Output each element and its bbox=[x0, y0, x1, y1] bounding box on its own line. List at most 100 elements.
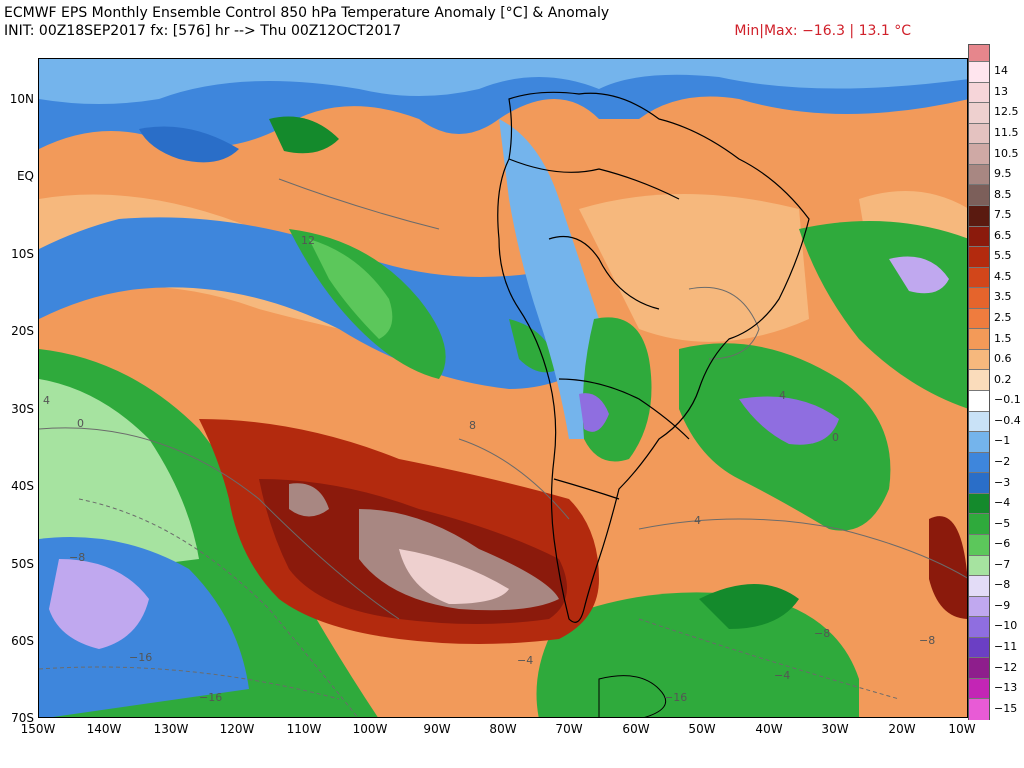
lon-label: 150W bbox=[20, 722, 56, 736]
colorbar-swatch bbox=[969, 328, 989, 350]
colorbar-swatch bbox=[969, 122, 989, 144]
colorbar-tick-label: −7 bbox=[994, 557, 1011, 571]
colorbar-swatch bbox=[969, 266, 989, 288]
contour-label: 4 bbox=[779, 389, 786, 402]
colorbar-swatch bbox=[969, 677, 989, 699]
south-america-coastline bbox=[497, 91, 810, 623]
lon-label: 60W bbox=[622, 722, 650, 736]
colorbar-swatch bbox=[969, 61, 989, 83]
lon-label: 10W bbox=[948, 722, 976, 736]
lat-label: 20S bbox=[11, 324, 34, 338]
colorbar-tick-label: −10 bbox=[994, 619, 1018, 633]
init-forecast-label: INIT: 00Z18SEP2017 fx: [576] hr --> Thu … bbox=[4, 23, 402, 39]
colorbar-tick-label: 14 bbox=[994, 64, 1008, 78]
warm-light-area-brazil bbox=[579, 194, 809, 342]
cool-dark-green-southern-ocean bbox=[699, 584, 799, 629]
colorbar-tick-label: 0.6 bbox=[994, 352, 1012, 366]
anomaly-contours bbox=[39, 178, 967, 717]
colorbar bbox=[968, 44, 990, 720]
warm-max-brown bbox=[359, 509, 559, 611]
colorbar-swatch bbox=[969, 184, 989, 206]
cool-patch bbox=[139, 126, 239, 163]
colorbar-swatch bbox=[969, 287, 989, 309]
antarctic-peninsula-coastline bbox=[598, 675, 667, 717]
colorbar-tick-label: −2 bbox=[994, 454, 1011, 468]
lat-label: 30S bbox=[11, 402, 34, 416]
colorbar-swatch bbox=[969, 102, 989, 124]
cold-core-south-atlantic bbox=[739, 396, 839, 445]
colorbar-swatch bbox=[969, 698, 989, 720]
lon-label: 40W bbox=[755, 722, 783, 736]
colorbar-tick-label: 4.5 bbox=[994, 269, 1012, 283]
colorbar-tick-label: 13 bbox=[994, 84, 1008, 98]
colorbar-swatch bbox=[969, 431, 989, 453]
colorbar-tick-label: −0.1 bbox=[994, 393, 1021, 407]
warm-max-light bbox=[399, 549, 509, 604]
colorbar-tick-label: −4 bbox=[994, 496, 1011, 510]
colorbar-tick-label: −9 bbox=[994, 598, 1011, 612]
colorbar-swatch bbox=[969, 81, 989, 103]
colorbar-swatch bbox=[969, 554, 989, 576]
cool-light-green-east-pacific bbox=[309, 239, 393, 339]
cool-green-patch bbox=[269, 116, 339, 154]
colorbar-swatch bbox=[969, 307, 989, 329]
colorbar-tick-label: −13 bbox=[994, 681, 1018, 695]
colorbar-swatch bbox=[969, 472, 989, 494]
contour-label: −16 bbox=[199, 691, 223, 704]
colorbar-tick-label: 7.5 bbox=[994, 208, 1012, 222]
cool-band-tropics bbox=[39, 217, 599, 389]
cold-core-argentina bbox=[579, 393, 609, 432]
contour-label: 4 bbox=[694, 514, 701, 527]
contour-label: −8 bbox=[814, 627, 831, 640]
colorbar-swatch bbox=[969, 204, 989, 226]
colorbar-tick-label: 1.5 bbox=[994, 331, 1012, 345]
map-canvas bbox=[39, 59, 967, 717]
lon-label: 20W bbox=[888, 722, 916, 736]
cool-band-north-light bbox=[39, 59, 967, 104]
contour-label: 12 bbox=[301, 234, 315, 247]
cool-band-north bbox=[39, 59, 967, 149]
colorbar-swatch bbox=[969, 616, 989, 638]
colorbar-tick-label: 8.5 bbox=[994, 187, 1012, 201]
colorbar-swatch bbox=[969, 225, 989, 247]
colorbar-tick-label: −11 bbox=[994, 640, 1018, 654]
cold-core-east-atlantic bbox=[889, 256, 949, 294]
contour-label: 0 bbox=[832, 431, 839, 444]
contour-label: 0 bbox=[77, 417, 84, 430]
colorbar-tick-label: 9.5 bbox=[994, 167, 1012, 181]
cool-light-green-southwest bbox=[39, 379, 199, 579]
lon-label: 120W bbox=[219, 722, 255, 736]
cool-green-southern-ocean bbox=[536, 592, 859, 717]
colorbar-swatch bbox=[969, 595, 989, 617]
colorbar-tick-label: 3.5 bbox=[994, 290, 1012, 304]
contour-label: 8 bbox=[469, 419, 476, 432]
contour-label: −4 bbox=[774, 669, 791, 682]
colorbar-swatch bbox=[969, 636, 989, 658]
lon-label: 90W bbox=[423, 722, 451, 736]
colorbar-swatch bbox=[969, 575, 989, 597]
lon-label: 80W bbox=[489, 722, 517, 736]
colorbar-tick-label: 6.5 bbox=[994, 228, 1012, 242]
lon-label: 30W bbox=[821, 722, 849, 736]
colorbar-tick-label: −6 bbox=[994, 537, 1011, 551]
colorbar-swatch bbox=[969, 451, 989, 473]
colorbar-swatch bbox=[969, 163, 989, 185]
contour-label: −8 bbox=[919, 634, 936, 647]
colorbar-tick-label: 12.5 bbox=[994, 105, 1019, 119]
contour-label: −16 bbox=[129, 651, 153, 664]
lon-label: 140W bbox=[86, 722, 122, 736]
lat-label: 40S bbox=[11, 479, 34, 493]
contour-label: −8 bbox=[69, 551, 86, 564]
lon-label: 100W bbox=[352, 722, 388, 736]
lon-label: 110W bbox=[286, 722, 322, 736]
min-max-label: Min|Max: −16.3 | 13.1 °C bbox=[734, 23, 911, 39]
colorbar-tick-label: −3 bbox=[994, 475, 1011, 489]
colorbar-swatch bbox=[969, 143, 989, 165]
chart-title: ECMWF EPS Monthly Ensemble Control 850 h… bbox=[4, 5, 610, 21]
colorbar-swatch bbox=[969, 513, 989, 535]
lat-label: 70S bbox=[11, 711, 34, 725]
contour-label: −4 bbox=[517, 654, 534, 667]
anomaly-map: 0 4 8 12 4 0 −4 −8 −16 −16 −8 −4 4 −16 −… bbox=[38, 58, 968, 718]
colorbar-tick-label: −12 bbox=[994, 660, 1018, 674]
colorbar-tick-label: 11.5 bbox=[994, 125, 1019, 139]
